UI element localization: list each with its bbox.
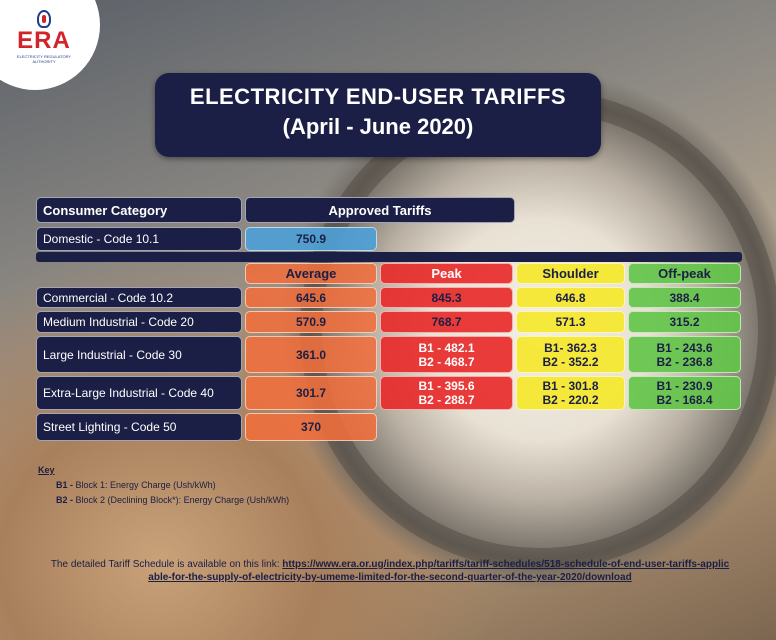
extra-large-industrial-shoulder: B1 - 301.8 B2 - 220.2 [516,376,625,410]
key-b2-code: B2 - [56,495,74,505]
extra-large-industrial-average: 301.7 [245,376,377,410]
table-row-label: Extra-Large Industrial - Code 40 [36,376,242,410]
commercial-average: 645.6 [245,287,377,308]
peak-b1: B1 - 395.6 [418,379,475,393]
column-header-peak: Peak [380,263,513,284]
era-logo: ERA ELECTRICITY REGULATORY AUTHORITY [14,10,74,64]
title-line-1: ELECTRICITY END-USER TARIFFS [189,84,567,109]
large-industrial-average: 361.0 [245,336,377,373]
approved-tariffs-header: Approved Tariffs [245,197,515,223]
medium-industrial-average: 570.9 [245,311,377,333]
title-banner: ELECTRICITY END-USER TARIFFS (April - Ju… [155,73,601,157]
extra-large-industrial-peak: B1 - 395.6 B2 - 288.7 [380,376,513,410]
offpeak-b2: B2 - 236.8 [656,354,713,369]
table-row-label: Commercial - Code 10.2 [36,287,242,308]
key-b1-code: B1 - [56,480,74,490]
column-header-average: Average [245,263,377,284]
peak-b2: B2 - 468.7 [418,354,475,369]
key-b2: B2 - Block 2 (Declining Block*): Energy … [56,495,289,505]
peak-b1: B1 - 482.1 [418,340,475,355]
key-legend: Key B1 - Block 1: Energy Charge (Ush/kWh… [38,465,289,505]
large-industrial-offpeak: B1 - 243.6 B2 - 236.8 [628,336,741,373]
peak-b2: B2 - 288.7 [418,393,475,407]
extra-large-industrial-offpeak: B1 - 230.9 B2 - 168.4 [628,376,741,410]
logo-subtitle: ELECTRICITY REGULATORY AUTHORITY [16,54,72,64]
table-row-label: Street Lighting - Code 50 [36,413,242,441]
offpeak-b1: B1 - 243.6 [656,340,713,355]
offpeak-b2: B2 - 168.4 [656,393,713,407]
column-header-shoulder: Shoulder [516,263,625,284]
key-b1-text: Block 1: Energy Charge (Ush/kWh) [75,480,216,490]
medium-industrial-offpeak: 315.2 [628,311,741,333]
table-row-label: Medium Industrial - Code 20 [36,311,242,333]
large-industrial-peak: B1 - 482.1 B2 - 468.7 [380,336,513,373]
logo-name: ERA [17,27,71,54]
medium-industrial-peak: 768.7 [380,311,513,333]
footer-note: The detailed Tariff Schedule is availabl… [50,558,730,584]
table-row-label: Large Industrial - Code 30 [36,336,242,373]
commercial-offpeak: 388.4 [628,287,741,308]
consumer-category-header: Consumer Category [36,197,242,223]
table-divider [36,252,742,262]
key-b1: B1 - Block 1: Energy Charge (Ush/kWh) [56,480,289,490]
domestic-label: Domestic - Code 10.1 [36,227,242,251]
domestic-value: 750.9 [245,227,377,251]
key-b2-text: Block 2 (Declining Block*): Energy Charg… [75,495,290,505]
era-bulb-icon [37,10,51,28]
key-title: Key [38,465,55,475]
commercial-shoulder: 646.8 [516,287,625,308]
shoulder-b1: B1- 362.3 [544,340,597,355]
shoulder-b2: B2 - 220.2 [542,393,599,407]
shoulder-b1: B1 - 301.8 [542,379,599,393]
footer-text: The detailed Tariff Schedule is availabl… [50,559,280,570]
medium-industrial-shoulder: 571.3 [516,311,625,333]
shoulder-b2: B2 - 352.2 [542,354,599,369]
commercial-peak: 845.3 [380,287,513,308]
tariff-schedule-link[interactable]: https://www.era.or.ug/index.php/tariffs/… [148,559,730,583]
column-header-offpeak: Off-peak [628,263,741,284]
street-lighting-average: 370 [245,413,377,441]
large-industrial-shoulder: B1- 362.3 B2 - 352.2 [516,336,625,373]
offpeak-b1: B1 - 230.9 [656,379,713,393]
title-line-2: (April - June 2020) [282,114,474,139]
